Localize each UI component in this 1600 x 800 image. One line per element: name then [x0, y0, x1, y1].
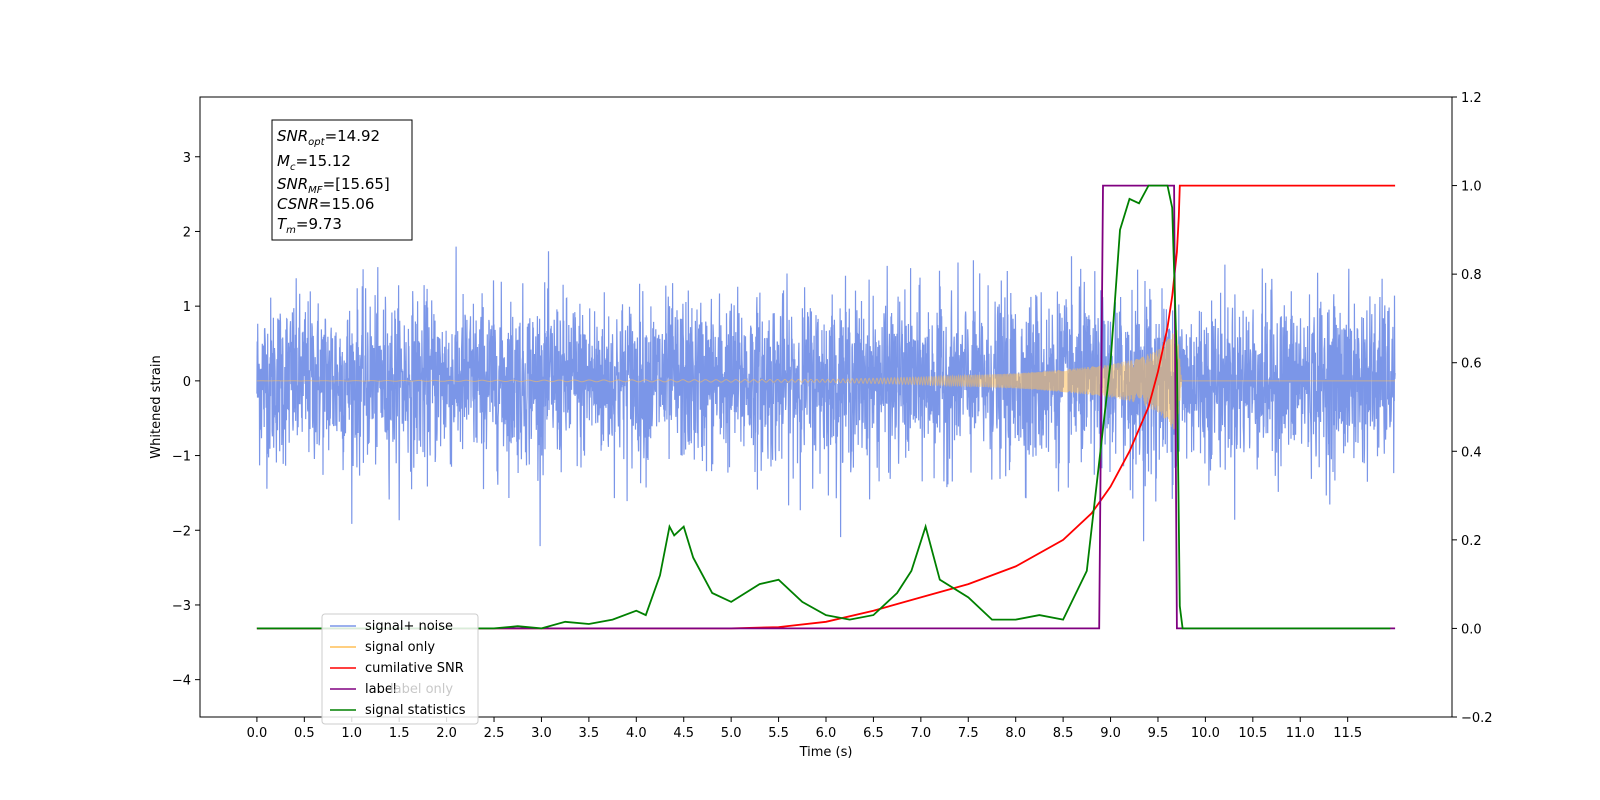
- legend-label-signal-only: signal only: [365, 640, 435, 655]
- x-tick-label: 4.5: [673, 726, 694, 741]
- y-left-tick-label: 2: [183, 225, 191, 240]
- series-signal-noise-line: [256, 246, 1396, 547]
- x-tick-label: 9.5: [1148, 726, 1169, 741]
- legend-label-signal-statistics: signal statistics: [365, 703, 466, 718]
- x-tick-label: 5.5: [768, 726, 789, 741]
- x-tick-label: 2.0: [436, 726, 457, 741]
- y-right-tick-label: 1.0: [1461, 180, 1482, 195]
- x-tick-label: 11.5: [1333, 726, 1362, 741]
- x-tick-label: 1.5: [389, 726, 410, 741]
- x-tick-label: 3.0: [531, 726, 552, 741]
- y-axis-label: Whitened strain: [149, 355, 164, 458]
- y-right-tick-label: 0.4: [1461, 445, 1482, 460]
- x-tick-label: 8.5: [1053, 726, 1074, 741]
- x-tick-label: 6.5: [863, 726, 884, 741]
- x-tick-label: 2.5: [484, 726, 505, 741]
- series-signal-statistics-line: [256, 184, 1391, 630]
- snr-mf-text: SNRMF=[15.65]: [277, 175, 390, 196]
- mc-text: Mc=15.12: [277, 152, 351, 173]
- y-axis-right: −0.2 0.0 0.2 0.4 0.6 0.8 1.0 1.2: [1452, 91, 1493, 726]
- x-tick-label: 4.0: [626, 726, 647, 741]
- y-left-tick-label: −4: [172, 674, 191, 689]
- x-tick-label: 10.5: [1238, 726, 1267, 741]
- x-tick-label: 8.0: [1005, 726, 1026, 741]
- x-tick-label: 9.0: [1100, 726, 1121, 741]
- y-left-tick-label: 1: [183, 300, 191, 315]
- y-right-tick-label: 0.8: [1461, 268, 1482, 283]
- y-right-tick-label: 1.2: [1461, 91, 1482, 106]
- y-left-tick-label: 3: [183, 151, 191, 166]
- legend: signal+ noise signal only cumilative SNR…: [321, 613, 479, 725]
- annotation-box: SNRopt=14.92 Mc=15.12 SNRMF=[15.65] CSNR…: [271, 119, 413, 241]
- legend-label-label-only-ghost: label only: [390, 682, 453, 697]
- series-layer: [256, 184, 1396, 630]
- x-tick-label: 1.0: [341, 726, 362, 741]
- y-left-tick-label: 0: [183, 375, 191, 390]
- legend-label-label: label: [365, 682, 396, 697]
- x-tick-label: 11.0: [1286, 726, 1315, 741]
- legend-label-signal-noise: signal+ noise: [365, 619, 453, 634]
- y-left-tick-label: −2: [172, 524, 191, 539]
- y-right-tick-label: 0.2: [1461, 534, 1482, 549]
- y-right-tick-label: 0.6: [1461, 357, 1482, 372]
- y-right-tick-label: −0.2: [1461, 711, 1493, 726]
- x-tick-label: 0.5: [294, 726, 315, 741]
- x-tick-label: 5.0: [721, 726, 742, 741]
- csnr-text: CSNR=15.06: [277, 195, 374, 213]
- x-axis: 0.0 0.5 1.0 1.5 2.0 2.5 3.0 3.5 4.0 4.5 5.0 5.5 6.0 6…: [247, 717, 1362, 741]
- y-left-tick-label: −1: [172, 450, 191, 465]
- x-axis-label: Time (s): [799, 745, 853, 760]
- y-left-tick-label: −3: [172, 599, 191, 614]
- series-signal-only-line: [256, 330, 1396, 434]
- x-tick-label: 10.0: [1191, 726, 1220, 741]
- x-tick-label: 0.0: [247, 726, 268, 741]
- y-right-tick-label: 0.0: [1461, 622, 1482, 637]
- y-axis-left: −4 −3 −2 −1 0 1 2 3: [172, 151, 200, 689]
- x-tick-label: 3.5: [579, 726, 600, 741]
- snr-opt-text: SNRopt=14.92: [277, 127, 380, 148]
- x-tick-label: 6.0: [816, 726, 837, 741]
- tm-text: Tm=9.73: [277, 215, 342, 236]
- x-tick-label: 7.0: [911, 726, 932, 741]
- x-tick-label: 7.5: [958, 726, 979, 741]
- legend-label-cumulative-snr: cumilative SNR: [365, 661, 464, 676]
